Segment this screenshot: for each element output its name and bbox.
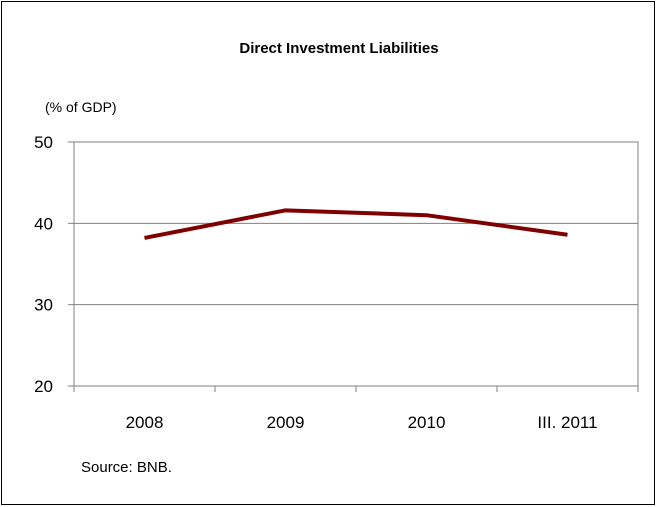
- plot-area: [73, 141, 639, 387]
- data-point: [285, 210, 286, 211]
- series-line: [144, 208, 568, 240]
- y-tick-label: 40: [34, 214, 53, 233]
- series-layer: [144, 208, 568, 240]
- source-note: Source: BNB.: [81, 459, 172, 476]
- y-tick-label: 30: [34, 296, 53, 315]
- x-tick-label: 2008: [126, 413, 164, 432]
- chart-title: Direct Investment Liabilities: [239, 40, 438, 57]
- y-tick-label: 50: [34, 133, 53, 152]
- data-point: [426, 215, 427, 216]
- x-tick-label: III. 2011: [537, 413, 597, 432]
- x-tick-label: 2009: [267, 413, 305, 432]
- data-point: [567, 234, 568, 235]
- gridlines: [74, 141, 638, 306]
- tick-labels: 20 30 40 50 2008 2009 2010 III. 2011: [34, 133, 598, 432]
- data-point: [144, 237, 145, 238]
- y-unit-label: (% of GDP): [45, 99, 117, 115]
- x-tick-label: 2010: [408, 413, 446, 432]
- axes: [68, 141, 639, 392]
- y-tick-label: 20: [34, 377, 53, 396]
